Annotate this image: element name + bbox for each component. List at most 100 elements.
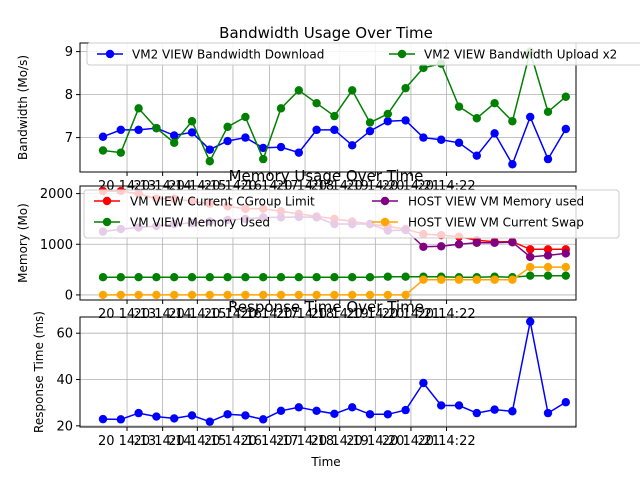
data-point — [472, 275, 481, 284]
data-point — [454, 240, 464, 249]
data-point — [454, 138, 464, 147]
data-point — [437, 135, 446, 144]
data-point — [276, 104, 286, 113]
chart-title: Response Time Over Time — [228, 298, 424, 316]
data-point — [365, 118, 375, 127]
data-point — [472, 151, 481, 160]
data-point — [241, 290, 250, 300]
x-tick-label: 20 14:20 — [346, 434, 404, 449]
x-tick-label: 20 14:16 — [204, 434, 262, 449]
data-point — [241, 273, 250, 282]
data-point — [561, 249, 570, 258]
x-tick-label: 20 14:18 — [276, 307, 334, 322]
data-point — [472, 408, 481, 418]
data-point — [241, 133, 250, 142]
legend: VM2 VIEW Bandwidth Download VM2 VIEW Band… — [86, 42, 640, 66]
data-point — [259, 143, 268, 153]
y-tick-label: 7 — [65, 131, 73, 146]
data-point — [98, 273, 108, 282]
legend-marker — [380, 217, 390, 227]
data-point — [543, 251, 553, 260]
data-point — [383, 290, 392, 300]
data-point — [98, 146, 108, 155]
data-point — [330, 125, 339, 135]
x-tick-label: 20 14:18 — [276, 434, 334, 449]
data-point — [401, 83, 410, 93]
data-point — [508, 275, 517, 284]
data-point — [419, 63, 428, 73]
chart-title: Memory Usage Over Time — [229, 167, 424, 185]
data-point — [526, 317, 535, 326]
data-point — [187, 411, 197, 420]
data-point — [490, 238, 499, 247]
data-point — [170, 138, 179, 147]
data-point — [454, 102, 464, 111]
legend-label: HOST VIEW VM Memory used — [408, 195, 584, 209]
data-point — [472, 114, 481, 123]
x-tick-label: 20 14:21 — [382, 307, 440, 322]
data-point — [490, 99, 499, 108]
legend-box — [83, 189, 620, 239]
data-point — [98, 132, 108, 141]
y-tick-label: 9 — [65, 45, 73, 60]
data-point — [187, 273, 197, 282]
data-point — [116, 125, 126, 135]
data-point — [543, 245, 553, 254]
x-tick-label: 20 14:21 — [382, 434, 440, 449]
legend-label: VM VIEW Memory Used — [130, 216, 270, 230]
data-point — [152, 123, 161, 133]
data-point — [526, 245, 535, 254]
y-tick-label: 20 — [56, 419, 73, 434]
data-point — [401, 272, 410, 281]
data-point — [152, 412, 161, 421]
data-point — [241, 411, 250, 420]
x-tick-label: 20 14:22 — [417, 307, 475, 322]
data-point — [223, 136, 232, 146]
data-point — [383, 117, 392, 126]
x-tick-label: 20 14:14 — [134, 307, 192, 322]
data-point — [187, 290, 197, 300]
y-axis-label: Bandwidth (Mo/s) — [16, 55, 30, 160]
data-point — [312, 406, 321, 415]
data-point — [170, 131, 179, 140]
axes-frame — [79, 316, 577, 428]
data-point — [490, 405, 499, 414]
data-point — [312, 290, 321, 300]
data-point — [134, 290, 143, 300]
x-tick-label: 20 14:22 — [417, 434, 475, 449]
data-point — [419, 242, 428, 251]
data-point — [472, 238, 481, 247]
data-point — [526, 252, 535, 262]
x-tick-label: 20 14:19 — [311, 307, 369, 322]
data-point — [365, 290, 375, 300]
legend-label: HOST VIEW VM Current Swap — [408, 216, 584, 230]
data-point — [348, 290, 357, 300]
data-point — [401, 116, 410, 125]
data-point — [170, 414, 179, 423]
data-point — [241, 112, 250, 122]
data-point — [526, 271, 535, 280]
data-point — [561, 262, 570, 272]
legend: VM VIEW Current CGroup Limit VM VIEW Memo… — [83, 189, 620, 239]
data-point — [116, 273, 126, 282]
data-point — [365, 126, 375, 136]
data-point — [294, 273, 303, 282]
data-point — [543, 271, 553, 280]
data-point — [543, 154, 553, 164]
data-point — [330, 111, 339, 121]
legend-box — [86, 42, 640, 66]
data-point — [312, 125, 321, 135]
data-point — [276, 290, 286, 300]
legend-marker — [105, 49, 115, 59]
data-point — [223, 410, 232, 419]
data-point — [276, 273, 286, 282]
x-tick-label: 20 14:16 — [204, 307, 262, 322]
data-point — [223, 273, 232, 282]
legend-label: VM2 VIEW Bandwidth Download — [132, 48, 324, 62]
data-point — [152, 273, 161, 282]
x-tick-label: 20 14:17 — [240, 434, 298, 449]
data-point — [312, 99, 321, 108]
